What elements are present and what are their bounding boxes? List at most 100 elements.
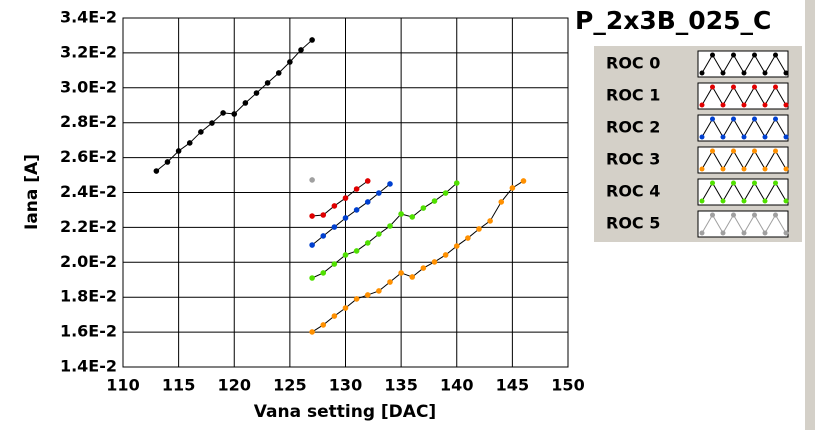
data-point [275, 70, 282, 76]
legend-swatch-dot [731, 84, 736, 90]
legend-swatch-dot [783, 230, 789, 236]
legend-swatch-dot [720, 198, 726, 204]
data-point [309, 329, 315, 335]
legend-swatch-dot [762, 134, 768, 140]
legend-swatch-dot [731, 52, 736, 58]
legend-swatch-dot [773, 180, 778, 186]
data-point [453, 180, 460, 186]
x-tick-label: 130 [329, 376, 362, 395]
data-point [242, 100, 249, 106]
legend-swatch-dot [731, 116, 736, 122]
legend-swatch-dot [699, 70, 705, 76]
data-point [353, 248, 360, 254]
data-point [331, 261, 338, 267]
legend-label: ROC 0 [606, 54, 660, 73]
legend-swatch-dot [710, 116, 715, 122]
data-point [309, 275, 315, 281]
data-point [364, 178, 371, 184]
legend-swatch-dot [752, 52, 757, 58]
data-point [353, 296, 360, 302]
legend-swatch-dot [752, 212, 757, 218]
x-tick-label: 125 [273, 376, 306, 395]
data-point [364, 292, 371, 298]
data-point [153, 168, 160, 174]
legend-swatch-dot [731, 148, 736, 154]
x-tick-label: 135 [384, 376, 417, 395]
data-point [431, 259, 438, 265]
chart-title: P_2x3B_025_C [575, 6, 771, 35]
data-point [442, 190, 449, 196]
data-point [342, 215, 349, 221]
y-tick-label: 2.6E-2 [60, 147, 117, 166]
y-tick-label: 2.2E-2 [60, 217, 117, 236]
data-point [164, 159, 171, 165]
y-tick-label: 3.2E-2 [60, 42, 117, 61]
legend-swatch-dot [783, 166, 789, 172]
data-point [376, 231, 382, 237]
y-tick-label: 1.6E-2 [60, 322, 117, 341]
data-point [264, 80, 271, 86]
legend-swatch-dot [783, 70, 789, 76]
data-point [476, 226, 482, 232]
data-point [431, 198, 438, 204]
data-point [387, 181, 393, 187]
legend-swatch-dot [741, 230, 747, 236]
legend-swatch-dot [762, 198, 768, 204]
legend-swatch-dot [741, 102, 747, 108]
x-tick-label: 110 [106, 376, 139, 395]
legend-swatch-dot [710, 52, 715, 58]
data-point [498, 199, 505, 205]
data-point [309, 213, 315, 219]
legend-swatch-dot [762, 230, 768, 236]
data-point [453, 243, 460, 249]
legend-panel [594, 46, 802, 242]
legend-swatch-dot [762, 102, 768, 108]
data-point [465, 235, 471, 241]
data-point [231, 111, 238, 117]
data-point [198, 129, 204, 135]
legend-swatch-dot [710, 180, 715, 186]
x-tick-label: 145 [496, 376, 529, 395]
data-point [320, 322, 327, 328]
legend-swatch-dot [783, 134, 789, 140]
legend-swatch-dot [741, 198, 747, 204]
data-point [287, 59, 293, 65]
data-point [520, 178, 527, 184]
data-point [320, 233, 327, 239]
data-point [409, 274, 416, 280]
legend-swatch-dot [773, 84, 778, 90]
legend-label: ROC 2 [606, 118, 660, 137]
legend-swatch-dot [699, 102, 705, 108]
data-point [320, 212, 327, 218]
legend-swatch-dot [741, 70, 747, 76]
x-tick-label: 115 [162, 376, 195, 395]
legend-swatch-dot [773, 52, 778, 58]
data-point [387, 279, 393, 285]
legend-label: ROC 3 [606, 150, 660, 169]
data-point [220, 110, 226, 116]
data-point [487, 218, 493, 224]
legend-swatch-dot [783, 198, 789, 204]
legend-swatch-dot [773, 212, 778, 218]
legend-swatch-dot [699, 230, 705, 236]
legend-swatch-dot [741, 134, 747, 140]
legend-swatch-dot [783, 102, 789, 108]
y-tick-label: 2.8E-2 [60, 112, 117, 131]
y-tick-label: 1.4E-2 [60, 357, 117, 376]
data-point [420, 265, 427, 271]
data-point [309, 242, 315, 248]
data-point [186, 140, 193, 146]
y-tick-label: 2.4E-2 [60, 182, 117, 201]
x-tick-label: 140 [440, 376, 473, 395]
data-point [353, 207, 360, 213]
y-axis-label: Iana [A] [22, 154, 42, 230]
data-point [387, 223, 393, 229]
data-point [398, 270, 404, 276]
data-point [331, 203, 338, 209]
legend-swatch-dot [710, 84, 715, 90]
legend-swatch-dot [773, 116, 778, 122]
data-point [353, 186, 360, 192]
y-tick-label: 3.4E-2 [60, 8, 117, 27]
legend-label: ROC 5 [606, 214, 660, 233]
legend-swatch-dot [752, 148, 757, 154]
